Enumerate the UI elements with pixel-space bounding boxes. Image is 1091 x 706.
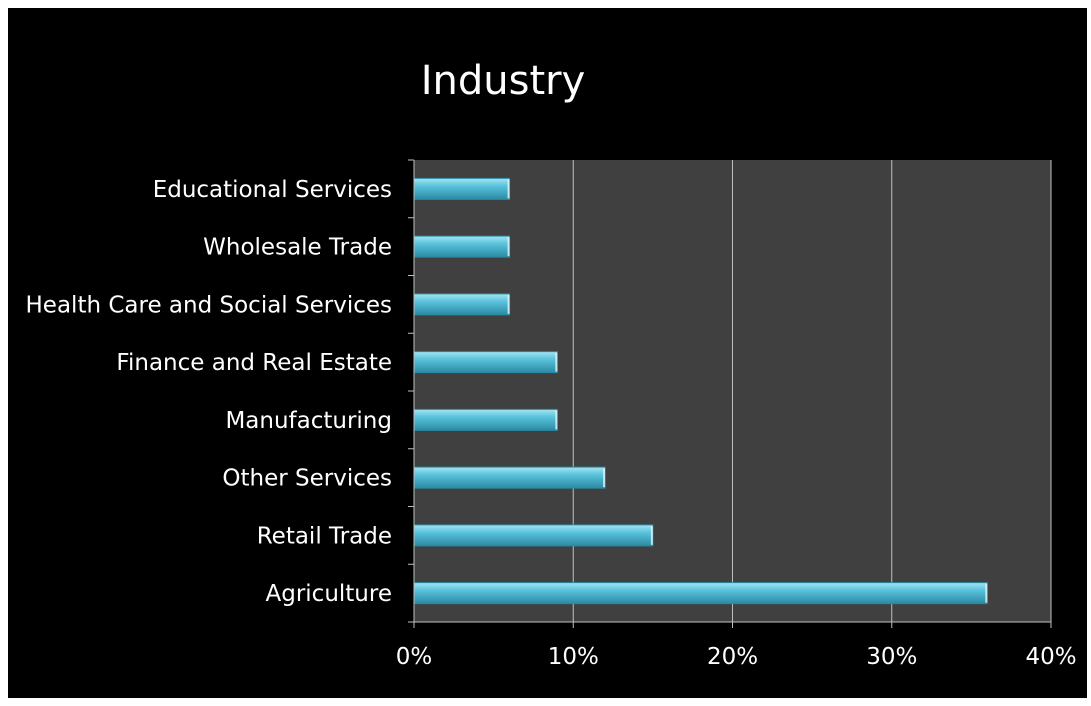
axes <box>408 159 1052 628</box>
category-label: Retail Trade <box>257 523 392 549</box>
tick-labels: 0% 10% 20% 30% 40% <box>396 644 1077 670</box>
industry-bar-chart: Educational Services Wholesale Trade Healt… <box>26 58 1077 670</box>
bar-end-highlight <box>985 583 988 603</box>
x-tick-label: 20% <box>707 644 758 670</box>
bar-agriculture <box>413 582 988 605</box>
bar-end-highlight <box>555 352 558 372</box>
category-label: Finance and Real Estate <box>116 350 392 376</box>
bar-health-care-and-social-services <box>413 293 511 316</box>
category-label: Agriculture <box>266 581 393 607</box>
bar-end-highlight <box>555 410 558 430</box>
bar-other-services <box>413 466 606 489</box>
category-label: Manufacturing <box>225 408 392 434</box>
category-label: Wholesale Trade <box>203 235 392 261</box>
bar-wholesale-trade <box>413 235 511 258</box>
bar-retail-trade <box>413 524 654 547</box>
bar-end-highlight <box>650 525 653 545</box>
category-labels: Educational Services Wholesale Trade Healt… <box>26 177 392 607</box>
x-tick-label: 10% <box>548 644 599 670</box>
bar-end-highlight <box>507 179 510 199</box>
bar-end-highlight <box>603 468 606 488</box>
bar-manufacturing <box>413 408 558 431</box>
bar-end-highlight <box>507 237 510 257</box>
category-label: Educational Services <box>153 177 392 203</box>
x-tick-label: 0% <box>396 644 433 670</box>
bar-finance-and-real-estate <box>413 351 558 374</box>
category-label: Health Care and Social Services <box>26 292 392 318</box>
bars <box>413 177 988 605</box>
x-tick-label: 40% <box>1025 644 1076 670</box>
chart-frame: Educational Services Wholesale Trade Healt… <box>8 8 1087 698</box>
bar-educational-services <box>413 177 511 200</box>
bar-end-highlight <box>507 294 510 314</box>
category-label: Other Services <box>222 466 392 492</box>
chart-title: Industry <box>421 58 586 104</box>
x-tick-label: 30% <box>866 644 917 670</box>
